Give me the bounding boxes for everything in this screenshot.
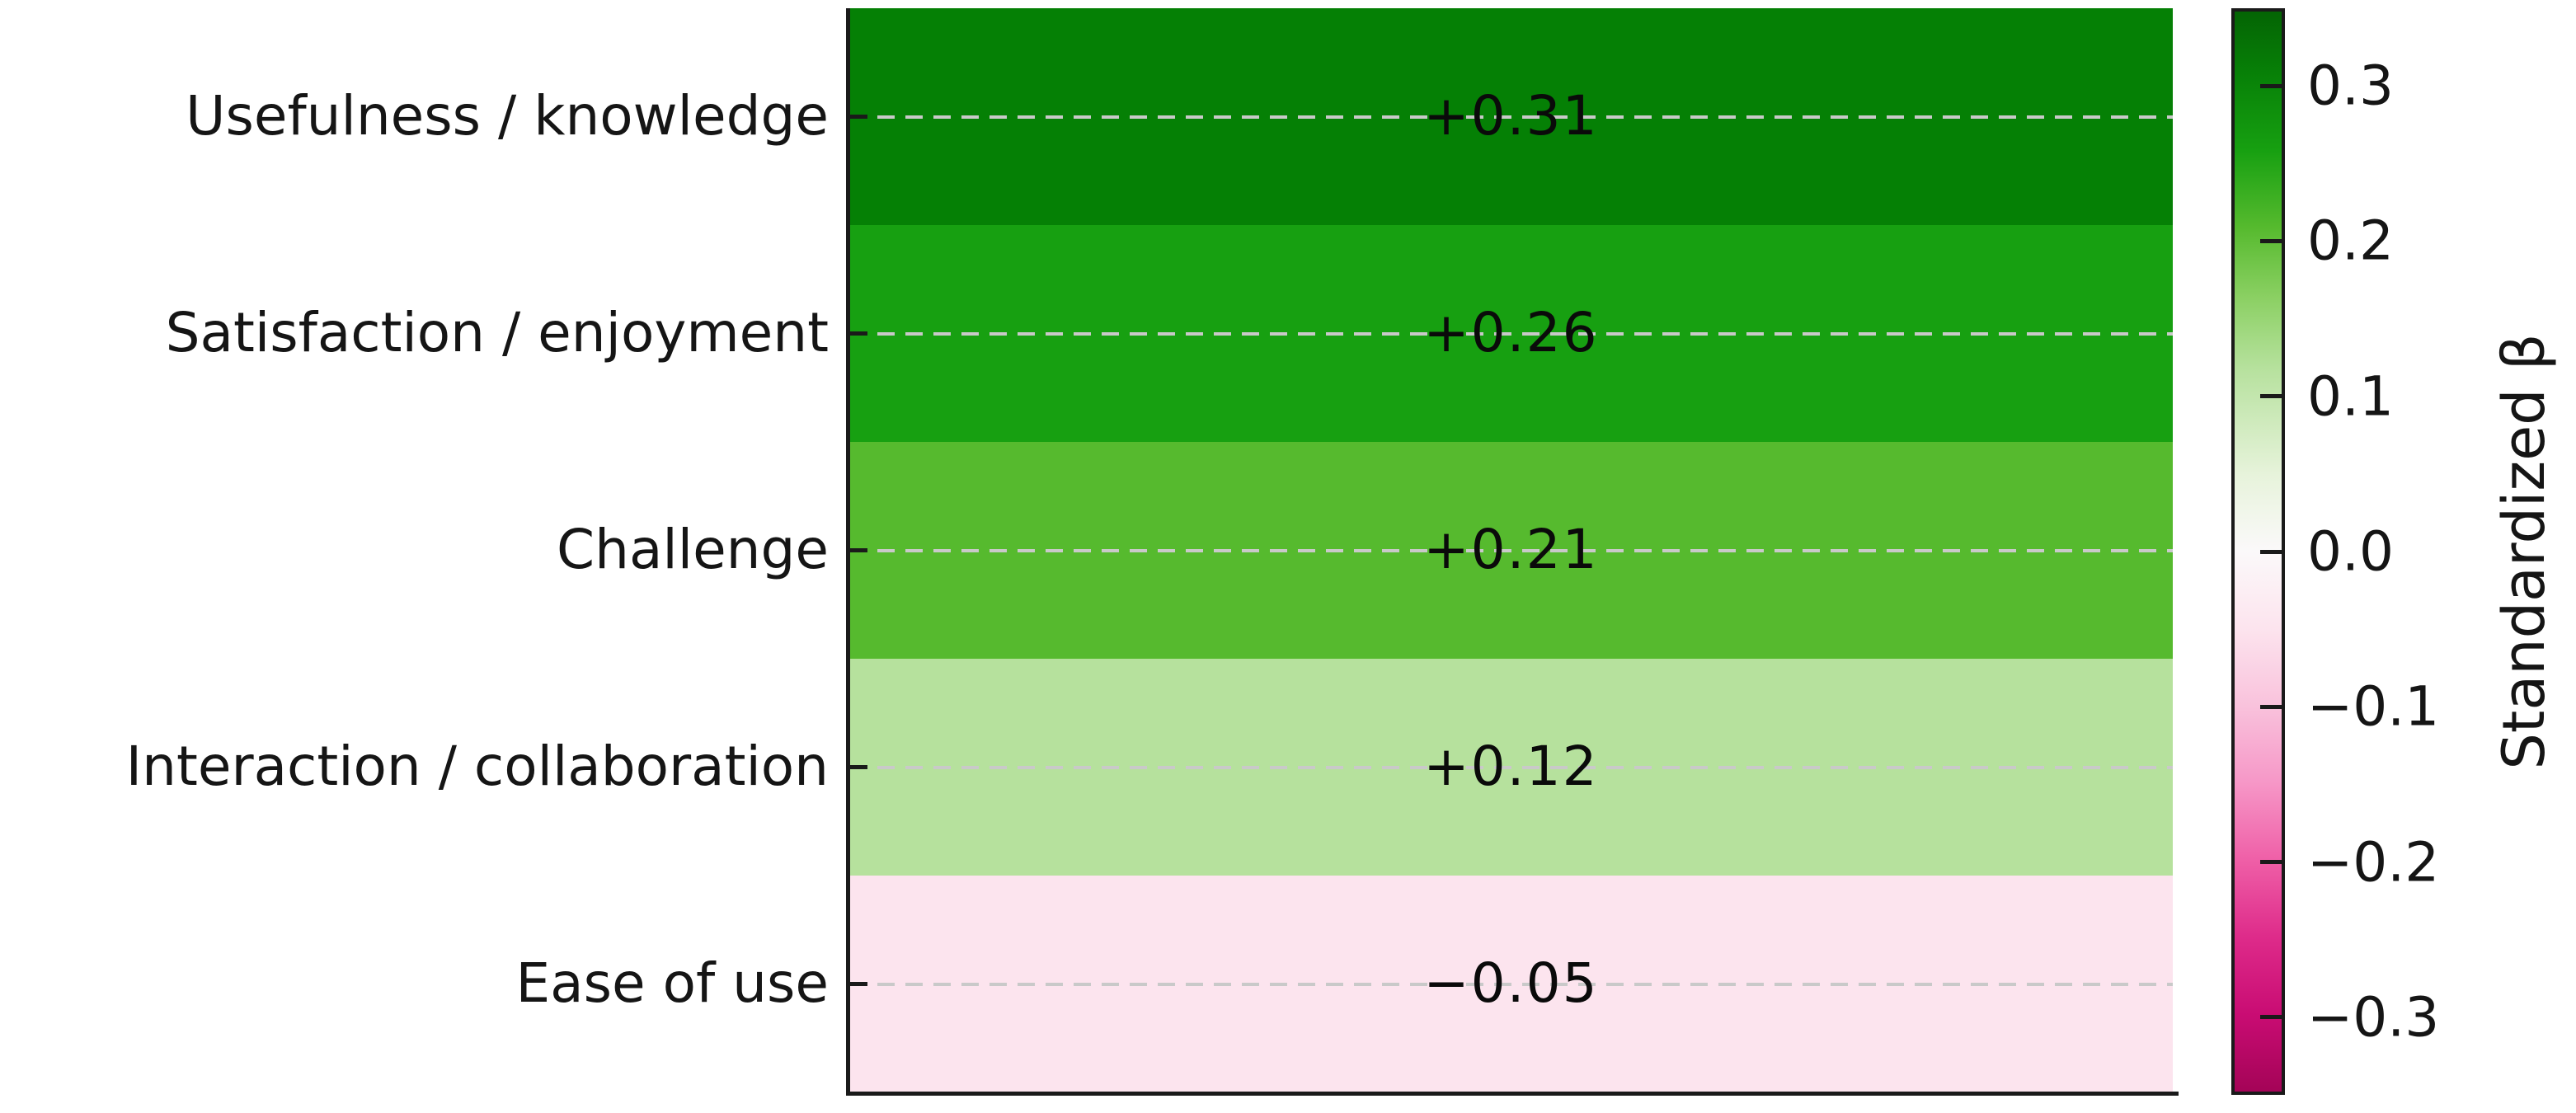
cell-value-label: −0.05 — [1423, 951, 1599, 1015]
heatmap-cell: +0.21 — [849, 442, 2173, 659]
y-axis-tick — [849, 765, 867, 769]
heatmap-plot-area: +0.31 +0.26 +0.21 +0.12 −0.05 — [849, 8, 2173, 1092]
x-axis-spine — [846, 1092, 2179, 1096]
colorbar-tick-label: 0.2 — [2307, 209, 2394, 273]
colorbar-tick — [2260, 394, 2282, 399]
colorbar-axis-label: Standardized β — [2490, 333, 2558, 770]
colorbar-tick — [2260, 238, 2282, 243]
colorbar-tick-label: −0.3 — [2307, 985, 2440, 1050]
y-axis-tick — [849, 982, 867, 986]
colorbar-tick — [2260, 83, 2282, 88]
heatmap-cell: +0.26 — [849, 225, 2173, 442]
row-gridline — [849, 331, 2173, 336]
colorbar-tick-label: 0.3 — [2307, 54, 2394, 118]
row-gridline — [849, 115, 2173, 119]
cell-value-label: +0.26 — [1423, 300, 1599, 364]
row-gridline — [849, 765, 2173, 769]
colorbar-tick-label: −0.1 — [2307, 674, 2440, 739]
y-axis-tick — [849, 548, 867, 552]
colorbar — [2231, 8, 2285, 1095]
colorbar-tick — [2260, 549, 2282, 554]
heatmap-cell: +0.31 — [849, 8, 2173, 225]
colorbar-tick — [2260, 860, 2282, 865]
row-gridline — [849, 982, 2173, 986]
heatmap-cell: −0.05 — [849, 876, 2173, 1092]
row-label: Interaction / collaboration — [125, 734, 829, 798]
heatmap-cell: +0.12 — [849, 659, 2173, 876]
row-label: Challenge — [557, 517, 829, 581]
colorbar-tick-label: −0.2 — [2307, 830, 2440, 895]
cell-value-label: +0.21 — [1423, 517, 1599, 581]
y-axis-tick — [849, 331, 867, 336]
cell-value-label: +0.31 — [1423, 83, 1599, 148]
row-gridline — [849, 548, 2173, 552]
row-label: Ease of use — [515, 951, 829, 1015]
colorbar-tick-label: 0.0 — [2307, 519, 2394, 584]
row-label: Usefulness / knowledge — [186, 83, 829, 148]
colorbar-tick — [2260, 704, 2282, 709]
cell-value-label: +0.12 — [1423, 734, 1599, 798]
y-axis-tick — [849, 115, 867, 119]
colorbar-tick-label: 0.1 — [2307, 364, 2394, 429]
y-axis-spine — [846, 8, 850, 1096]
row-label: Satisfaction / enjoyment — [165, 300, 829, 364]
colorbar-tick — [2260, 1015, 2282, 1020]
